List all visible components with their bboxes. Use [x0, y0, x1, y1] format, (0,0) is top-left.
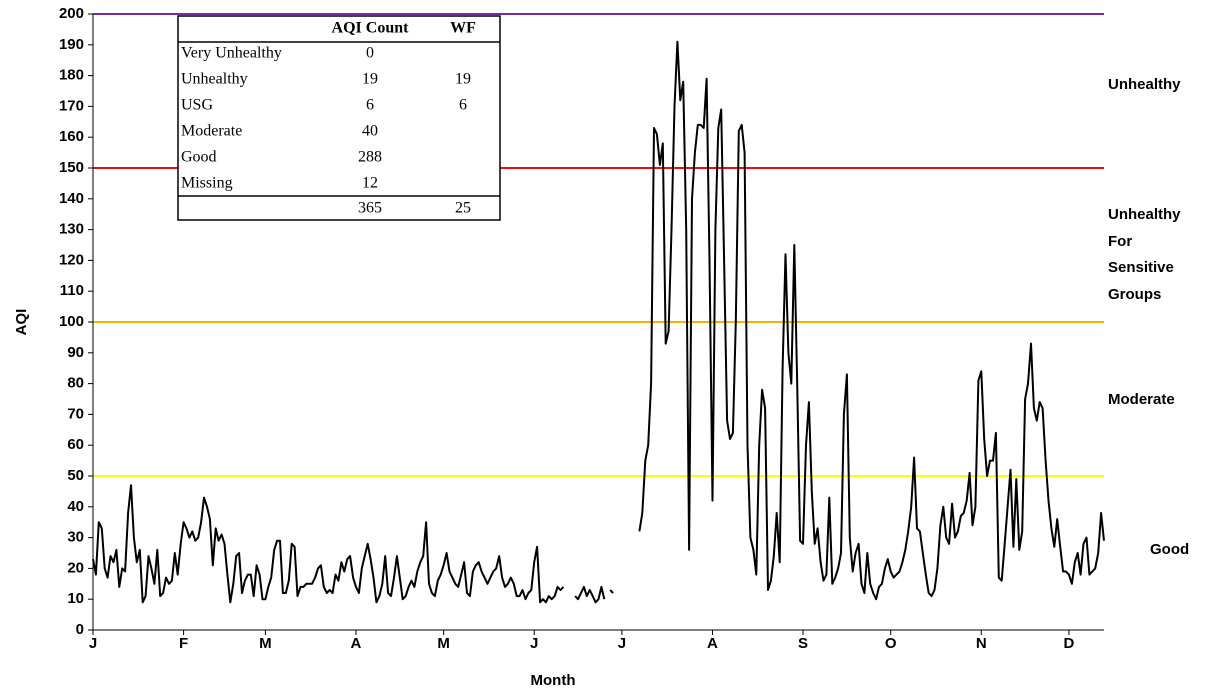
zone-label: For: [1108, 233, 1132, 250]
y-tick-label: 140: [59, 190, 84, 207]
table-cell: Good: [181, 149, 217, 166]
x-tick-label: A: [707, 635, 718, 652]
table-cell: Unhealthy: [181, 71, 248, 88]
x-tick-label: D: [1064, 635, 1075, 652]
y-tick-label: 150: [59, 159, 84, 176]
y-tick-label: 50: [67, 467, 84, 484]
table-header: WF: [450, 20, 476, 37]
y-tick-label: 60: [67, 436, 84, 453]
zone-label: Unhealthy: [1108, 76, 1181, 93]
aqi-line: [92, 40, 1105, 604]
table-header: AQI Count: [332, 20, 410, 37]
y-tick-label: 20: [67, 559, 84, 576]
y-tick-label: 90: [67, 344, 84, 361]
table-cell: 12: [362, 175, 378, 192]
table-total: 365: [358, 200, 382, 217]
x-tick-label: N: [976, 635, 987, 652]
y-tick-label: 160: [59, 128, 84, 145]
zone-label: Good: [1150, 541, 1189, 558]
y-tick-label: 170: [59, 97, 84, 114]
table-cell: Very Unhealthy: [181, 45, 282, 62]
x-tick-label: O: [885, 635, 897, 652]
table-cell: 19: [362, 71, 378, 88]
y-tick-label: 200: [59, 5, 84, 22]
zone-label: Sensitive: [1108, 259, 1174, 276]
y-tick-label: 30: [67, 529, 84, 546]
table-cell: 0: [366, 45, 374, 62]
x-axis-label: Month: [531, 672, 576, 689]
table-cell: USG: [181, 97, 213, 114]
x-tick-label: J: [530, 635, 538, 652]
y-tick-label: 110: [60, 282, 84, 299]
x-tick-label: A: [351, 635, 362, 652]
y-tick-label: 40: [67, 498, 84, 515]
table-cell: Moderate: [181, 123, 242, 140]
table-cell: 6: [366, 97, 374, 114]
zone-label: Unhealthy: [1108, 206, 1181, 223]
table-cell: Missing: [181, 175, 233, 192]
x-tick-label: J: [89, 635, 97, 652]
x-tick-label: M: [437, 635, 450, 652]
zone-label: Groups: [1108, 286, 1161, 303]
y-tick-label: 80: [67, 375, 84, 392]
y-tick-label: 130: [59, 221, 84, 238]
table-total: 25: [455, 200, 471, 217]
y-tick-label: 100: [59, 313, 84, 330]
x-tick-label: M: [259, 635, 272, 652]
table-cell: 288: [358, 149, 382, 166]
x-tick-label: F: [179, 635, 188, 652]
zone-label: Moderate: [1108, 391, 1175, 408]
table-cell: 6: [459, 97, 467, 114]
table-cell: 19: [455, 71, 471, 88]
y-tick-label: 10: [67, 590, 84, 607]
x-tick-label: J: [618, 635, 626, 652]
y-tick-label: 120: [59, 251, 84, 268]
x-tick-label: S: [798, 635, 808, 652]
y-axis-label: AQI: [13, 309, 30, 336]
table-cell: 40: [362, 123, 378, 140]
y-tick-label: 70: [67, 405, 84, 422]
table-box: [177, 15, 501, 221]
y-tick-label: 190: [59, 36, 84, 53]
y-tick-label: 0: [76, 621, 84, 638]
y-tick-label: 180: [59, 67, 84, 84]
